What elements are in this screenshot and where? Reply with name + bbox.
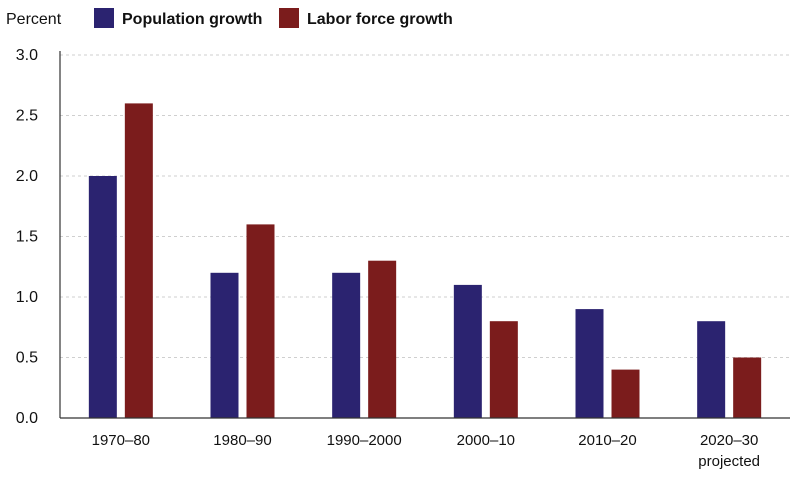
bar-labor-force-3 [489,321,518,418]
legend-swatch-population [94,8,114,28]
bar-population-0 [88,176,117,418]
y-tick-label: 0.0 [16,410,38,427]
y-tick-label: 1.5 [16,229,38,246]
bar-population-4 [575,309,604,418]
bar-labor-force-2 [368,260,397,418]
bar-population-1 [210,272,239,418]
legend-label-labor-force: Labor force growth [307,11,453,28]
x-tick-label: 1970–80 [92,432,150,449]
x-tick-label: 1990–2000 [327,432,402,449]
legend-swatch-labor-force [279,8,299,28]
x-tick-sublabel: projected [698,453,760,470]
legend: Percent Population growth Labor force gr… [6,8,453,28]
x-tick-label: 2000–10 [457,432,515,449]
gridlines [60,54,790,358]
bar-labor-force-1 [246,224,275,418]
bar-population-5 [697,321,726,418]
y-axis-label: Percent [6,11,62,28]
x-axis-labels: 1970–80 1980–90 1990–2000 2000–10 2010–20 202… [92,432,760,470]
y-tick-label: 2.0 [16,168,38,185]
x-tick-label: 1980–90 [213,432,271,449]
y-tick-label: 1.0 [16,289,38,306]
bar-labor-force-4 [611,369,640,418]
bar-population-3 [453,284,482,418]
x-tick-label: 2020–30 [700,432,758,449]
legend-label-population: Population growth [122,11,262,28]
bar-population-2 [332,272,361,418]
y-tick-label: 0.5 [16,350,38,367]
bars [88,103,762,419]
bar-labor-force-0 [124,103,153,419]
y-tick-label: 2.5 [16,108,38,125]
x-tick-label: 2010–20 [578,432,636,449]
y-axis-ticks: 0.0 0.5 1.0 1.5 2.0 2.5 3.0 [16,47,38,427]
bar-labor-force-5 [733,357,762,418]
y-tick-label: 3.0 [16,47,38,64]
